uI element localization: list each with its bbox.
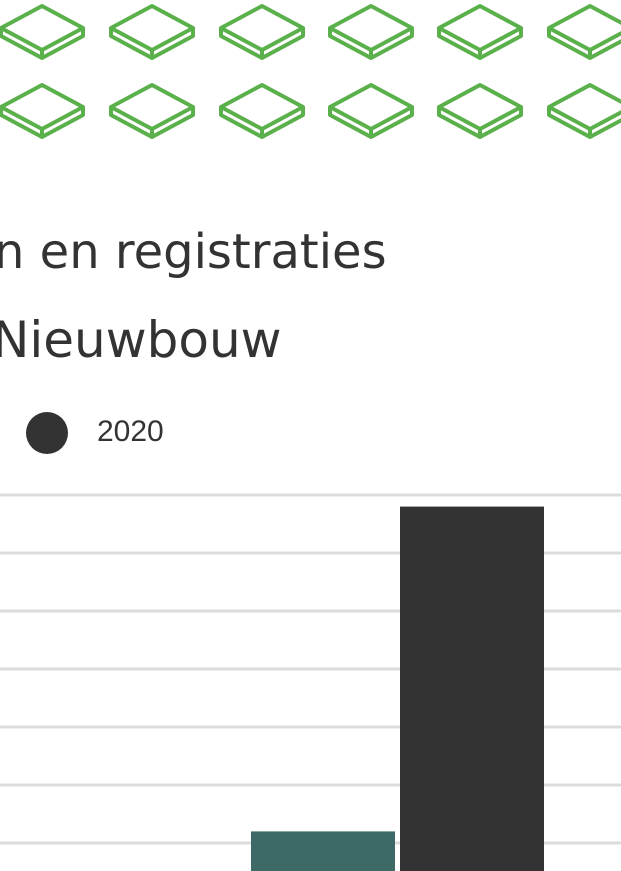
decoration-tiles: [0, 4, 621, 139]
bars: [251, 506, 544, 871]
chart-subtitle: Nieuwbouw: [0, 311, 282, 369]
bar: [400, 506, 544, 871]
bar: [251, 831, 395, 871]
legend-marker: [26, 412, 68, 454]
legend-label: 2020: [97, 415, 164, 448]
chart-title: n en registraties: [0, 224, 387, 280]
legend: 2020: [26, 412, 164, 454]
grid: [0, 493, 621, 845]
